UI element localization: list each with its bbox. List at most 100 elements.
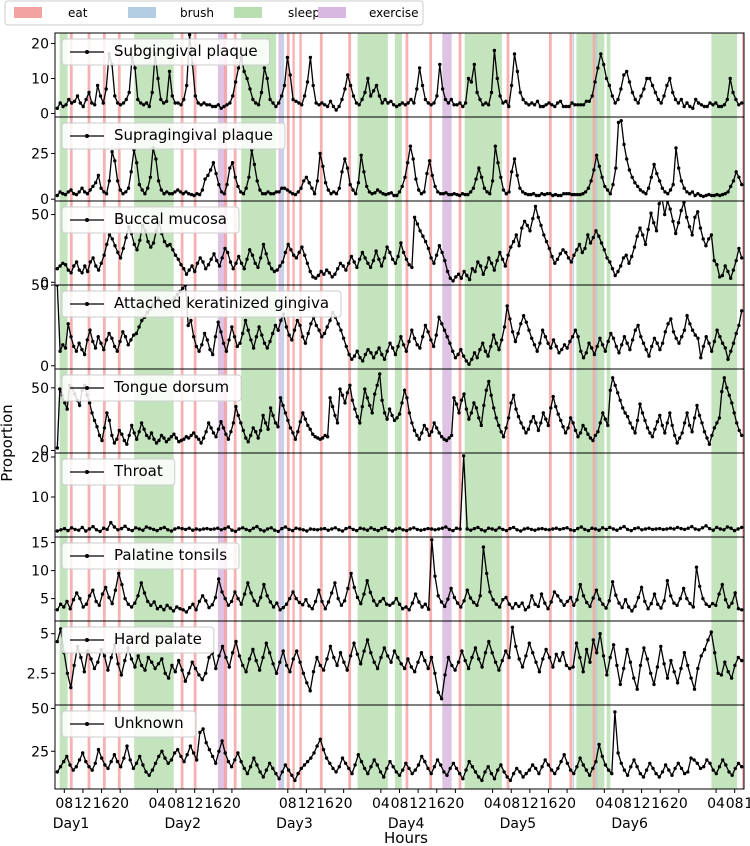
brush-band [572, 369, 575, 453]
data-point [639, 585, 644, 590]
data-point [521, 97, 525, 102]
data-point [139, 421, 144, 425]
data-point [300, 103, 304, 107]
exercise-band [217, 33, 228, 117]
data-point [242, 766, 246, 771]
y-tick-label: 50 [31, 208, 49, 224]
data-point [583, 527, 587, 532]
data-point [181, 192, 185, 196]
data-point [625, 341, 629, 345]
data-point [130, 528, 134, 533]
data-point [77, 403, 82, 408]
data-point [236, 413, 240, 418]
x-tick-label: 16 [316, 796, 334, 812]
eat-band [180, 705, 184, 789]
data-point [638, 771, 642, 776]
panel-label: Unknown [114, 714, 184, 732]
data-point [611, 182, 615, 187]
data-point [420, 431, 424, 435]
panel-legend-frame [61, 374, 242, 402]
data-point [363, 90, 367, 95]
data-point [735, 421, 739, 425]
data-point [461, 104, 465, 109]
data-point [614, 344, 618, 349]
data-point [416, 660, 420, 664]
data-point [399, 335, 403, 339]
data-point [489, 393, 493, 397]
data-point [241, 192, 246, 196]
data-point [645, 76, 649, 81]
data-point [251, 647, 255, 652]
data-point [407, 411, 412, 415]
data-point [223, 596, 227, 601]
data-point [469, 80, 474, 84]
data-point [205, 103, 209, 107]
eat-band [233, 117, 237, 201]
data-point [216, 103, 220, 107]
data-point [727, 605, 731, 609]
eat-band [569, 201, 573, 285]
panel-legend-marker [85, 50, 89, 54]
data-point [601, 654, 606, 658]
data-point [338, 651, 343, 655]
data-point [673, 433, 677, 438]
data-point [740, 765, 744, 769]
data-point [262, 582, 266, 587]
data-point [723, 264, 727, 268]
data-point [165, 244, 169, 248]
data-point [275, 268, 279, 272]
data-point [527, 328, 531, 332]
data-point [80, 347, 84, 352]
data-point [603, 349, 607, 353]
eat-band [193, 33, 197, 117]
data-point [462, 269, 466, 274]
data-point [225, 103, 229, 107]
eat-band [319, 285, 323, 369]
data-point [129, 338, 133, 342]
panel-label: Buccal mucosa [114, 210, 227, 228]
data-point [530, 101, 534, 105]
data-point [397, 602, 402, 606]
data-point [432, 765, 437, 769]
data-point [255, 179, 259, 183]
data-point [251, 97, 255, 102]
data-point [185, 753, 189, 757]
data-point [422, 190, 426, 194]
data-point [304, 598, 308, 602]
data-point [390, 257, 395, 261]
data-point [278, 660, 282, 664]
data-point [370, 192, 374, 196]
data-point [147, 436, 151, 440]
data-point [622, 768, 627, 772]
data-point [610, 94, 614, 98]
data-point [129, 605, 134, 609]
data-point [715, 328, 719, 332]
data-point [547, 528, 551, 532]
data-point [581, 192, 585, 196]
data-point [410, 771, 414, 776]
data-point [706, 638, 710, 642]
data-point [283, 250, 288, 255]
data-point [688, 192, 692, 196]
data-point [266, 427, 270, 431]
data-point [200, 188, 205, 192]
data-point [233, 758, 237, 762]
data-point [198, 192, 202, 197]
eat-band [69, 33, 73, 117]
eat-band [592, 705, 596, 789]
data-point [521, 190, 525, 194]
data-point [394, 770, 398, 774]
day-label: Day5 [500, 816, 537, 832]
eat-band [193, 621, 197, 705]
data-point [314, 323, 318, 328]
sleep-band [241, 453, 277, 537]
data-point [652, 162, 656, 167]
data-point [120, 432, 124, 436]
data-point [112, 753, 117, 757]
data-point [699, 654, 703, 658]
data-point [273, 528, 277, 532]
data-point [561, 651, 565, 655]
data-point [559, 759, 563, 764]
data-point [135, 437, 139, 441]
data-point [423, 239, 428, 244]
